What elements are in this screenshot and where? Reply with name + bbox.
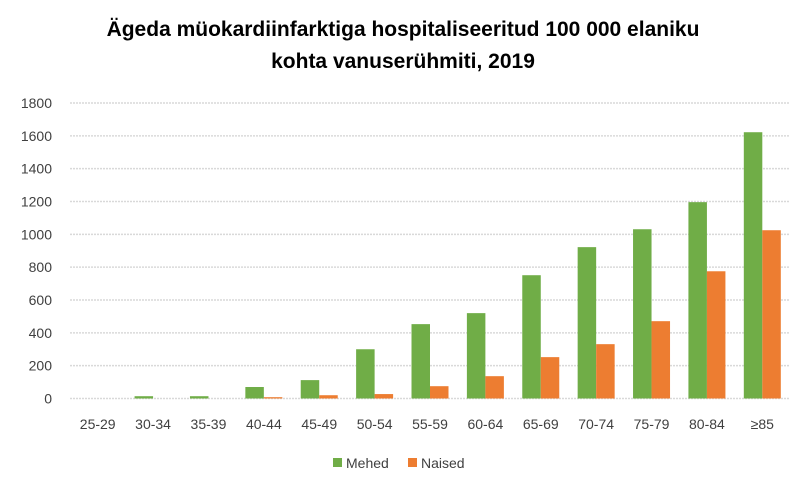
legend-swatch-naised	[408, 458, 417, 467]
x-tick-label: 70-74	[578, 416, 614, 432]
legend-swatch-mehed	[333, 458, 342, 467]
y-tick-label: 0	[44, 391, 52, 407]
bar-naised-70-74	[596, 344, 615, 399]
x-tick-label: 75-79	[634, 416, 670, 432]
y-tick-label: 1200	[21, 194, 52, 210]
legend-label-naised: Naised	[421, 455, 465, 471]
y-tick-label: 600	[29, 292, 53, 308]
bar-mehed-55-59	[411, 324, 430, 399]
bar-mehed-30-34	[134, 396, 154, 399]
y-tick-label: 1400	[21, 161, 52, 177]
bar-mehed-50-54	[356, 349, 375, 399]
bar-mehed-40-44	[245, 387, 264, 399]
bar-mehed-65-69	[522, 275, 541, 399]
x-tick-label: 55-59	[412, 416, 448, 432]
x-tick-label: 80-84	[689, 416, 725, 432]
bar-naised-55-59	[430, 386, 449, 399]
chart-title-line-2: kohta vanuserühmiti, 2019	[271, 50, 535, 73]
bar-mehed-75-79	[633, 229, 652, 399]
x-tick-label: ≥85	[751, 416, 774, 432]
y-tick-label: 800	[29, 259, 53, 275]
x-tick-label: 40-44	[246, 416, 282, 432]
chart-title-line-1: Ägeda müokardiinfarktiga hospitaliseerit…	[106, 18, 700, 41]
x-tick-label: 30-34	[135, 416, 171, 432]
bar-mehed-70-74	[577, 247, 597, 399]
bar-naised-50-54	[374, 394, 394, 399]
bar-mehed-60-64	[466, 313, 486, 399]
y-tick-label: 400	[29, 325, 53, 341]
bar-naised-65-69	[540, 357, 560, 399]
x-tick-label: 60-64	[467, 416, 503, 432]
bar-mehed-35-39	[189, 396, 209, 399]
x-tick-label: 50-54	[357, 416, 393, 432]
x-tick-label: 35-39	[191, 416, 227, 432]
bar-mehed-45-49	[300, 380, 320, 399]
bar-mehed-80-84	[688, 202, 707, 399]
y-tick-label: 1800	[21, 95, 52, 111]
x-tick-label: 45-49	[301, 416, 337, 432]
y-tick-label: 1600	[21, 128, 52, 144]
y-tick-label: 200	[29, 358, 53, 374]
bar-naised-75-79	[651, 321, 671, 399]
x-tick-label: 25-29	[80, 416, 116, 432]
bar-naised-60-64	[485, 376, 504, 399]
bar-naised-45-49	[319, 395, 338, 399]
x-tick-label: 65-69	[523, 416, 559, 432]
legend-label-mehed: Mehed	[346, 455, 389, 471]
y-tick-label: 1000	[21, 226, 52, 242]
bar-naised-80-84	[706, 271, 726, 399]
bar-naised-40-44	[263, 397, 283, 399]
bar-naised-≥85	[762, 230, 781, 399]
bar-mehed-≥85	[743, 132, 763, 399]
